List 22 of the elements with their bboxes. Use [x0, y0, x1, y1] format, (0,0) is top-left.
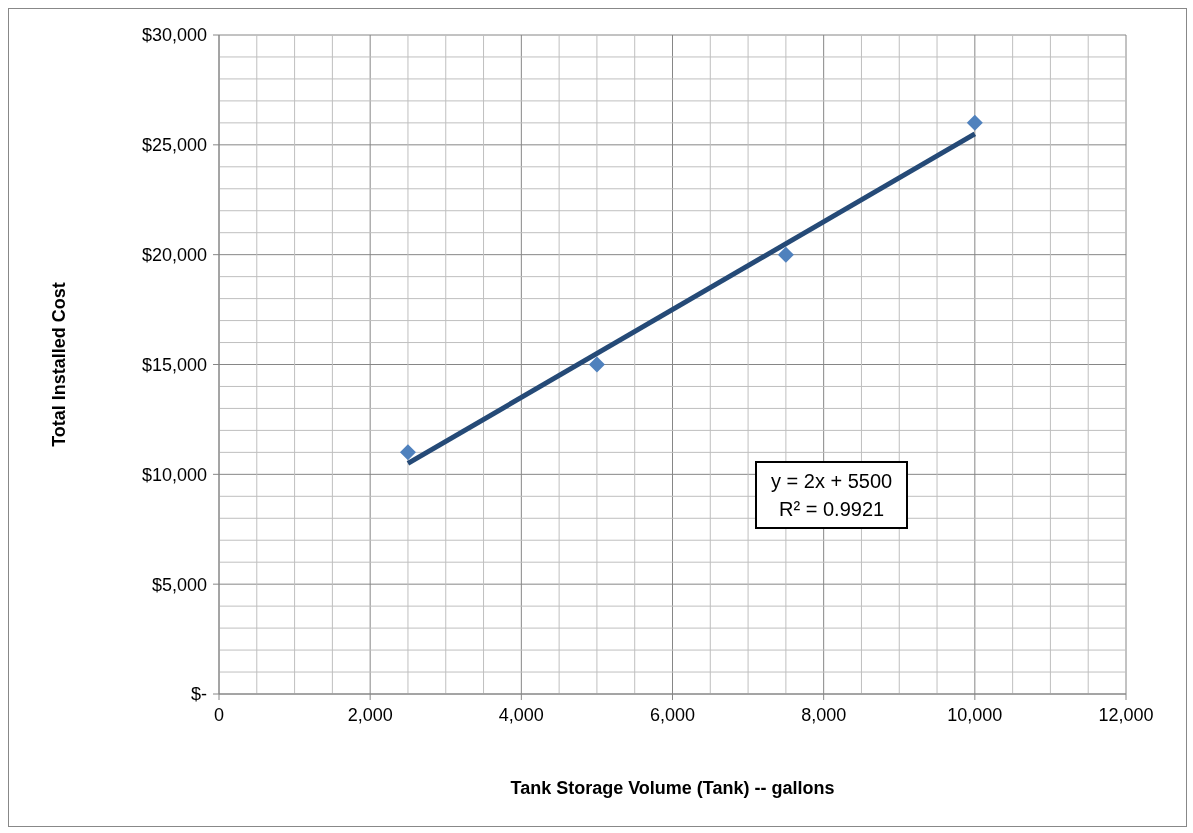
annotation: y = 2x + 5500	[771, 469, 893, 494]
y-tick-label: $-	[190, 684, 207, 705]
x-tick-label: 12,000	[1098, 704, 1154, 725]
point	[777, 246, 794, 263]
point	[399, 444, 416, 461]
y-tick-label: $5,000	[151, 574, 207, 595]
x-tick-label: 8,000	[801, 704, 847, 725]
point	[588, 356, 605, 373]
y-tick-label: $10,000	[141, 464, 207, 485]
y-tick-label: $25,000	[141, 135, 207, 156]
x-tick-label: 2,000	[347, 704, 393, 725]
y-tick-label: $20,000	[141, 245, 207, 266]
annotation: R² = 0.9921	[778, 497, 886, 522]
x-tick-label: 4,000	[498, 704, 544, 725]
y-axis-title: Total Installed Cost	[49, 282, 70, 447]
y-tick-label: $30,000	[141, 25, 207, 46]
x-tick-label: 6,000	[649, 704, 696, 725]
point	[966, 114, 983, 131]
x-tick-label: 0	[213, 704, 225, 725]
y-tick-label: $15,000	[141, 354, 207, 375]
x-axis-title: Tank Storage Volume (Tank) -- gallons	[510, 778, 835, 798]
x-tick-label: 10,000	[947, 704, 1003, 725]
